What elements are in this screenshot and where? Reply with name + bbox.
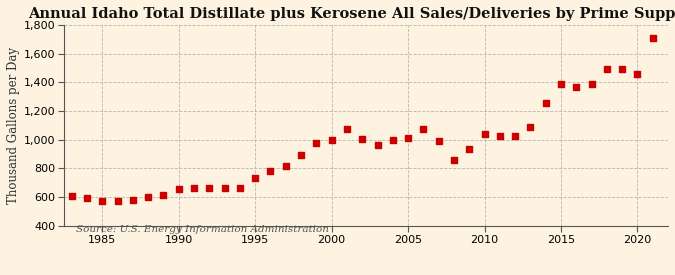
Point [296,152,306,157]
Point [647,35,658,40]
Point [219,185,230,190]
Point [449,158,460,163]
Point [357,137,368,141]
Point [495,134,506,138]
Point [173,187,184,191]
Text: Source: U.S. Energy Information Administration: Source: U.S. Energy Information Administ… [76,224,329,233]
Point [617,67,628,72]
Point [265,169,276,173]
Point [403,136,414,140]
Point [479,132,490,136]
Point [464,147,475,151]
Point [204,185,215,190]
Point [601,67,612,72]
Point [556,81,566,86]
Point [112,199,123,203]
Point [66,194,77,198]
Point [250,176,261,180]
Point [571,84,582,89]
Point [311,141,322,145]
Point [280,164,291,168]
Y-axis label: Thousand Gallons per Day: Thousand Gallons per Day [7,47,20,204]
Point [387,137,398,142]
Point [525,124,536,129]
Point [433,139,444,143]
Point [143,195,154,199]
Point [234,185,245,190]
Point [510,134,520,138]
Point [158,193,169,198]
Title: Annual Idaho Total Distillate plus Kerosene All Sales/Deliveries by Prime Suppli: Annual Idaho Total Distillate plus Keros… [28,7,675,21]
Point [540,101,551,105]
Point [632,72,643,76]
Point [418,127,429,132]
Point [97,199,108,203]
Point [372,143,383,147]
Point [586,81,597,86]
Point [326,137,337,142]
Point [342,127,352,132]
Point [188,186,199,191]
Point [82,196,92,200]
Point [128,198,138,202]
